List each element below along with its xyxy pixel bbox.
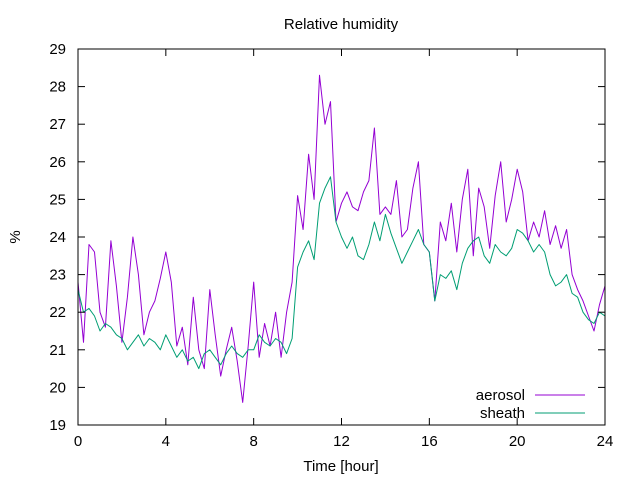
y-tick-label: 26	[49, 154, 66, 171]
series-line-aerosol	[77, 74, 606, 403]
y-tick-label: 24	[49, 229, 66, 246]
series-line-sheath	[77, 176, 606, 370]
y-tick-label: 25	[49, 191, 66, 208]
y-tick-label: 19	[49, 417, 66, 434]
y-tick-label: 27	[49, 116, 66, 133]
x-tick-label: 12	[333, 433, 350, 450]
legend-label-sheath: sheath	[480, 405, 525, 422]
y-tick-label: 28	[49, 79, 66, 96]
y-tick-label: 20	[49, 379, 66, 396]
x-tick-label: 20	[509, 433, 526, 450]
x-tick-label: 24	[597, 433, 614, 450]
legend-label-aerosol: aerosol	[476, 387, 525, 404]
x-axis-title: Time [hour]	[303, 458, 378, 475]
y-tick-label: 22	[49, 304, 66, 321]
x-tick-label: 4	[162, 433, 170, 450]
y-tick-label: 21	[49, 342, 66, 359]
y-axis-title: %	[7, 230, 24, 243]
plot-lines	[77, 74, 606, 403]
x-axis: 0 4 8 12 16 20 24	[74, 49, 614, 450]
y-tick-label: 29	[49, 41, 66, 58]
x-tick-label: 16	[421, 433, 438, 450]
x-tick-label: 0	[74, 433, 82, 450]
chart-title: Relative humidity	[284, 16, 399, 33]
y-axis: 19 20 21 22 23 24 25 26 27 28 29	[49, 41, 605, 434]
y-tick-label: 23	[49, 267, 66, 284]
x-tick-label: 8	[249, 433, 257, 450]
